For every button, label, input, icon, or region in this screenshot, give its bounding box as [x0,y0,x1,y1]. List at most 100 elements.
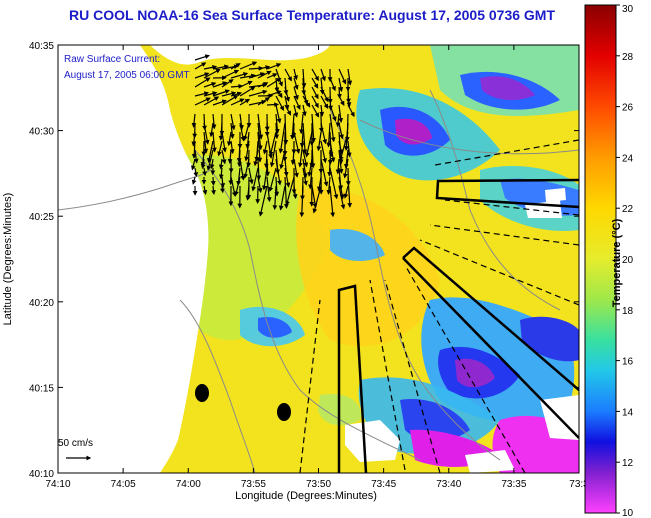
current-vector [301,68,307,89]
current-vector [239,122,246,142]
y-tick-label: 40:20 [29,298,54,309]
current-vector [284,167,291,188]
current-vector [338,122,344,140]
y-tick-label: 40:10 [29,469,54,480]
current-vector [275,68,283,87]
current-vector [290,149,296,166]
current-vector [212,64,230,70]
current-vector [257,131,263,163]
current-vector [302,104,307,117]
current-vector [245,185,251,201]
current-vector [206,149,214,171]
current-vector [230,113,236,131]
legend-line-1: Raw Surface Current: [64,54,161,65]
current-vector [311,95,319,109]
current-vector [203,64,218,70]
current-vector [257,122,263,151]
current-vector [257,65,271,70]
current-vector [243,158,250,179]
current-vector [237,149,242,168]
current-vector [311,185,318,209]
current-vector [311,77,319,89]
current-vector [320,68,326,82]
current-vector [311,113,316,143]
current-vector [206,140,214,163]
current-vector [262,167,268,191]
current-vector [293,68,298,81]
current-vector [320,140,328,164]
current-vector [263,149,269,169]
x-tick-label: 73:45 [371,479,396,490]
current-vector [217,140,223,157]
current-vector [221,79,234,88]
current-vector [293,77,299,90]
current-vector [227,149,233,164]
current-vector [293,86,299,101]
current-vector [194,97,211,106]
x-tick-label: 73:35 [501,479,526,490]
current-vector [203,82,217,88]
current-vector [229,122,235,139]
y-tick-label: 40:15 [29,383,54,394]
colorbar-tick-label: 28 [622,52,634,63]
current-vector [302,149,309,168]
y-axis-label: Latitude (Degrees:Minutes) [2,192,14,326]
current-vector [268,167,277,193]
current-vector [245,131,251,149]
map-title: RU COOL NOAA-16 Sea Surface Temperature:… [69,7,556,23]
current-vector [203,68,221,79]
current-vector [191,131,197,147]
current-vector [239,86,256,97]
current-vector [335,158,341,175]
current-vector [327,158,332,177]
current-vector [347,176,353,208]
current-vector [338,185,346,210]
current-vector [317,176,322,192]
current-vector [284,86,291,102]
current-vector [203,96,220,106]
current-vector [193,167,199,178]
current-vector [191,113,197,128]
current-vector [338,140,344,155]
current-vector [219,185,225,194]
current-vector [257,82,269,88]
current-vector [329,113,336,143]
y-tick-label: 40:35 [29,41,54,52]
current-vector [191,176,197,185]
current-vector [307,158,313,177]
current-vector [248,167,254,185]
x-tick-label: 73:3 [569,479,589,490]
colorbar-tick-label: 22 [622,204,634,215]
legend-line-2: August 17, 2005 06:00 GMT [64,70,190,81]
current-vector [285,176,295,206]
current-vector [246,149,252,168]
colorbar-label: Temperature (°C) [611,218,623,308]
current-vector [234,176,241,197]
scale-label: 50 cm/s [58,438,94,449]
current-vector [257,97,271,106]
current-vector [269,140,277,168]
current-vector [320,122,328,145]
current-vector [275,86,283,99]
current-vector [243,122,250,141]
current-vector [211,131,217,153]
current-vector [239,80,253,88]
current-vector [312,185,322,214]
x-tick-label: 74:05 [111,479,136,490]
current-vector [346,140,352,158]
current-vector [257,176,263,194]
current-vector [266,73,278,79]
current-vector [200,158,206,170]
y-tick-label: 40:30 [29,127,54,138]
current-vector [258,185,268,217]
current-vector [218,122,224,141]
current-vector [239,61,258,70]
current-vector [292,185,298,200]
current-vector [302,158,308,179]
current-vector [275,104,282,124]
current-vector [230,83,244,89]
current-vector [220,176,226,189]
current-vector [221,149,227,165]
current-vector [203,131,209,154]
current-vector [297,140,304,168]
